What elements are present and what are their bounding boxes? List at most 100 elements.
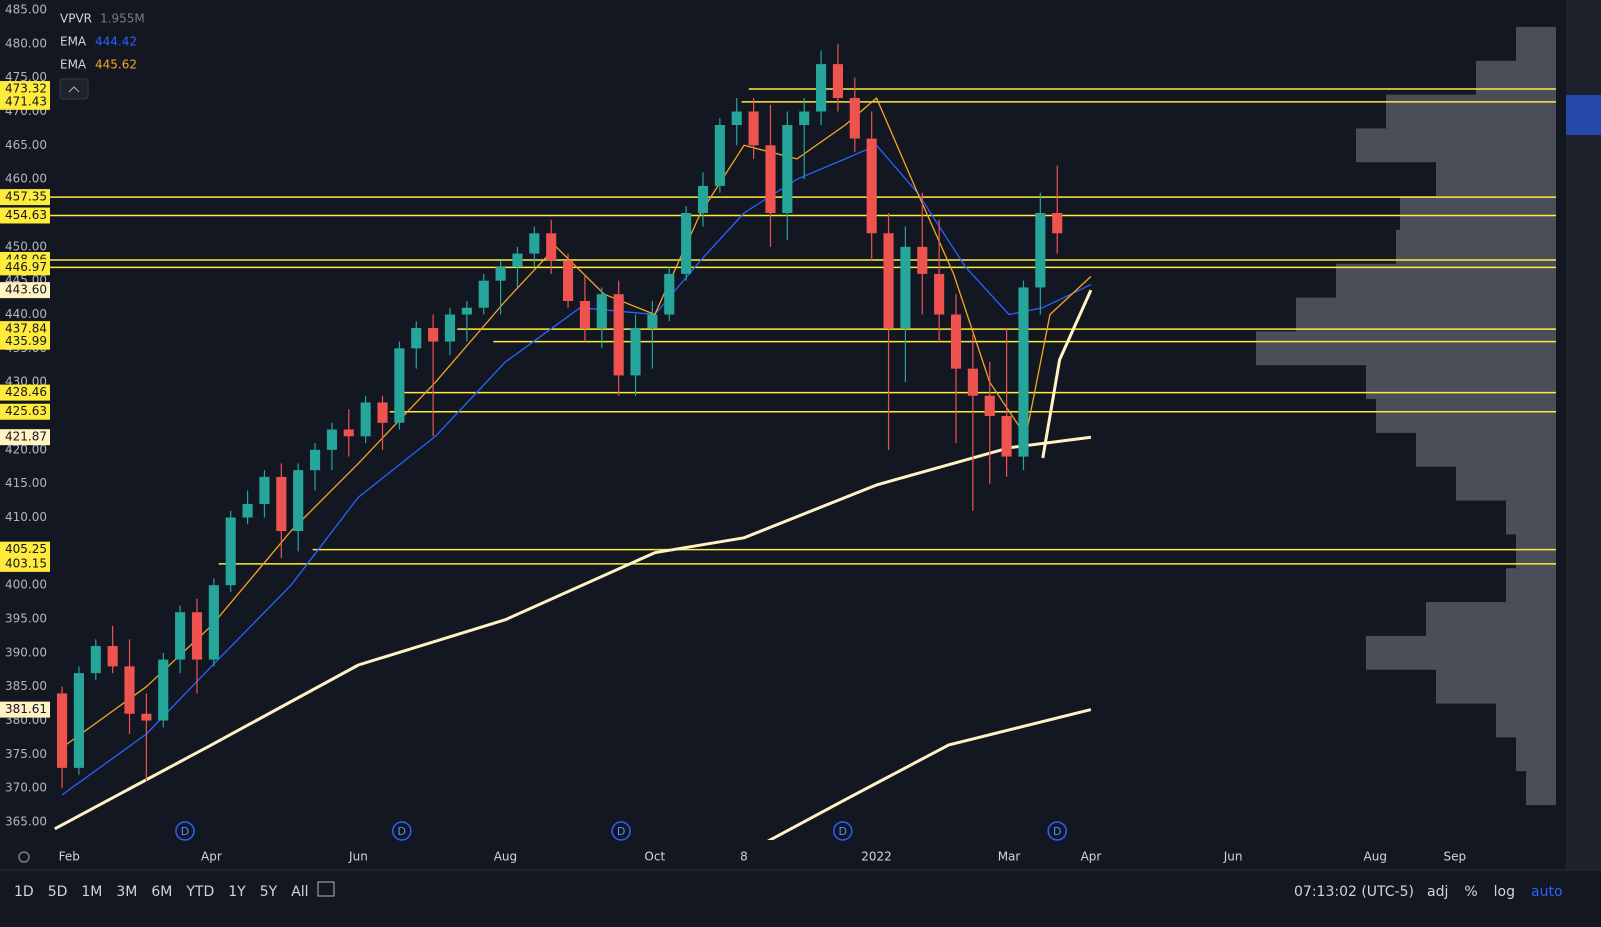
candle-body — [444, 314, 456, 342]
legend-name: VPVR — [60, 12, 92, 26]
volume-bar — [1436, 669, 1556, 704]
volume-bar — [1386, 94, 1556, 129]
candle-body — [1035, 213, 1046, 288]
x-tick-label: 8 — [740, 850, 748, 864]
legend-value: 445.62 — [95, 58, 137, 72]
volume-bar — [1526, 771, 1556, 806]
y-tick-label: 370.00 — [5, 781, 47, 795]
volume-bar — [1506, 568, 1556, 603]
event-marker[interactable] — [1047, 821, 1067, 841]
price-label-box — [0, 259, 50, 276]
indicator-line — [54, 435, 1092, 831]
price-label: 443.60 — [5, 283, 47, 297]
candle-body — [950, 314, 962, 369]
candle-body — [697, 185, 709, 213]
range-button[interactable]: 5Y — [260, 884, 278, 900]
price-label-box — [0, 282, 50, 299]
x-tick-label: Oct — [644, 850, 665, 864]
candle-body — [242, 503, 253, 518]
candle-body — [56, 693, 68, 768]
event-marker[interactable] — [611, 821, 631, 841]
x-tick-label: 2022 — [861, 850, 892, 864]
volume-bar — [1426, 602, 1556, 636]
event-marker[interactable] — [833, 821, 853, 841]
x-tick-label: Aug — [1364, 850, 1387, 864]
option-button[interactable]: log — [1494, 884, 1515, 900]
candle-body — [411, 328, 422, 349]
candle-body — [799, 111, 810, 126]
option-button[interactable]: adj — [1427, 884, 1448, 900]
candle-body — [141, 713, 152, 721]
candle-body — [461, 307, 472, 315]
y-tick-label: 395.00 — [5, 612, 47, 626]
price-label-box — [0, 81, 50, 98]
event-label: D — [181, 825, 189, 838]
y-tick-label: 390.00 — [5, 645, 47, 659]
range-button[interactable]: 1Y — [228, 884, 246, 900]
candle-body — [647, 314, 658, 329]
collapse-button[interactable] — [59, 78, 89, 100]
candle-body — [816, 64, 827, 112]
range-button[interactable]: 1D — [14, 884, 34, 900]
option-button[interactable]: % — [1464, 884, 1477, 900]
candle-body — [293, 470, 304, 532]
price-label: 457.35 — [5, 190, 47, 204]
candle-body — [967, 368, 978, 396]
candle-body — [529, 233, 540, 254]
candle-body — [107, 646, 118, 667]
volume-bar — [1496, 703, 1556, 738]
candle-body — [478, 280, 489, 308]
volume-bar — [1516, 534, 1556, 569]
volume-bar — [1256, 331, 1556, 366]
volume-bar — [1400, 196, 1556, 230]
range-button[interactable]: 3M — [116, 884, 137, 900]
range-button[interactable]: All — [291, 884, 308, 900]
price-label: 473.32 — [5, 82, 47, 96]
event-label: D — [1053, 825, 1061, 838]
volume-bar — [1336, 263, 1556, 298]
candle-body — [191, 612, 203, 660]
candle-body — [883, 233, 894, 329]
candle-body — [714, 125, 725, 186]
y-tick-label: 415.00 — [5, 476, 47, 490]
scroll-strip — [1566, 0, 1601, 870]
volume-bar — [1506, 500, 1556, 535]
price-label-box — [0, 93, 50, 110]
chevron-icon — [68, 86, 80, 93]
volume-bar — [1296, 297, 1556, 332]
price-label: 403.15 — [5, 556, 47, 570]
range-button[interactable]: 1M — [81, 884, 102, 900]
y-tick-label: 460.00 — [5, 172, 47, 186]
candle-body — [428, 328, 439, 342]
event-marker[interactable] — [175, 821, 195, 841]
price-label: 471.43 — [5, 94, 47, 108]
range-button[interactable]: 6M — [151, 884, 172, 900]
volume-bar — [1456, 466, 1556, 501]
range-button[interactable]: 5D — [48, 884, 68, 900]
event-label: D — [398, 825, 406, 838]
candle-body — [681, 213, 692, 274]
legend-value: 1.955M — [100, 12, 145, 26]
candle-body — [394, 348, 405, 423]
option-button[interactable]: auto — [1531, 884, 1563, 900]
candle-body — [832, 64, 843, 98]
volume-bar — [1516, 26, 1556, 61]
range-button[interactable]: YTD — [185, 884, 214, 900]
event-label: D — [839, 825, 847, 838]
candle-body — [158, 659, 169, 721]
candle-body — [309, 449, 321, 471]
candle-body — [849, 97, 860, 139]
candle-body — [579, 300, 590, 329]
y-tick-label: 480.00 — [5, 36, 47, 50]
candle-body — [512, 253, 523, 268]
y-tick-label: 450.00 — [5, 239, 47, 253]
candle-body — [1052, 213, 1063, 234]
compare-icon[interactable] — [317, 881, 335, 897]
scroll-thumb[interactable] — [1566, 95, 1601, 135]
event-marker[interactable] — [392, 821, 412, 841]
volume-bar — [1356, 128, 1556, 163]
candle-body — [73, 673, 84, 768]
candle-body — [748, 111, 759, 146]
settings-icon[interactable] — [18, 851, 30, 863]
